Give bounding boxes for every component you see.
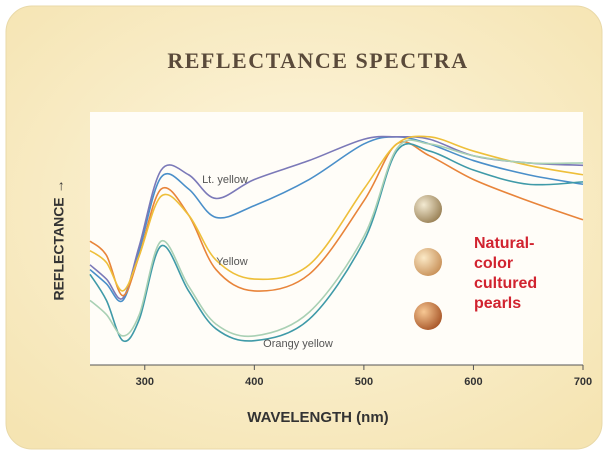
pearl xyxy=(414,302,442,330)
x-tick-label: 600 xyxy=(464,376,482,388)
pearl xyxy=(414,195,442,223)
curve-label: Yellow xyxy=(216,256,247,268)
side-line: pearls xyxy=(474,295,521,312)
side-line: Natural- xyxy=(474,235,534,252)
curve-label: Orangy yellow xyxy=(263,338,333,350)
chart: REFLECTANCE SPECTRA WAVELENGTH (nm) REFL… xyxy=(0,0,608,455)
y-axis-label: REFLECTANCE → xyxy=(51,179,67,300)
side-line: color xyxy=(474,255,513,272)
curve-label: Lt. yellow xyxy=(202,174,248,186)
pearl xyxy=(414,248,442,276)
x-axis-label: WAVELENGTH (nm) xyxy=(247,409,388,426)
x-tick-label: 400 xyxy=(245,376,263,388)
chart-title: REFLECTANCE SPECTRA xyxy=(167,48,468,73)
x-tick-label: 300 xyxy=(136,376,154,388)
side-line: cultured xyxy=(474,275,537,292)
x-tick-label: 500 xyxy=(355,376,373,388)
x-tick-label: 700 xyxy=(574,376,592,388)
